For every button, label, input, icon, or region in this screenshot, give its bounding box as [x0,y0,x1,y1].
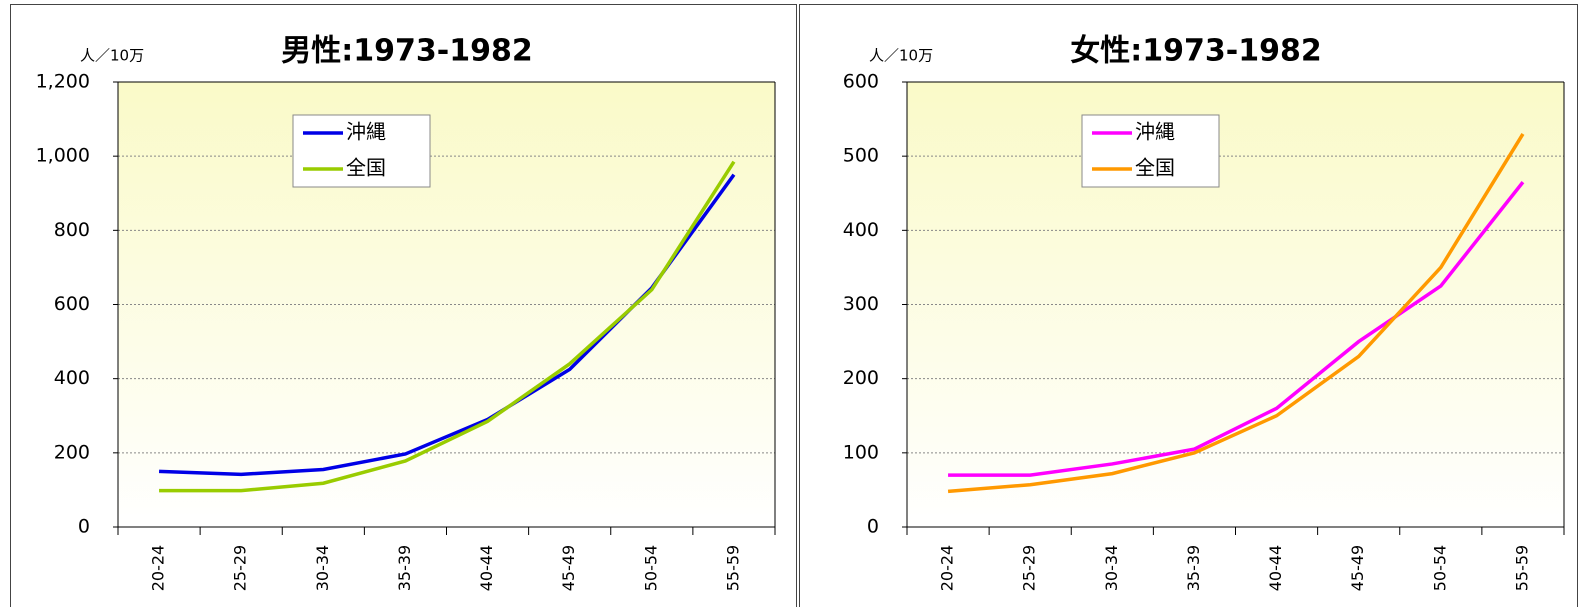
y-tick-label: 400 [54,367,90,389]
legend-label: 全国 [1135,156,1175,180]
x-tick-label: 25-29 [231,545,250,592]
y-tick-label: 400 [843,219,879,241]
chart-title: 女性:1973-1982 [1070,34,1321,69]
y-tick-label: 300 [843,293,879,315]
chart-title: 男性:1973-1982 [281,34,532,69]
y-axis-unit: 人／10万 [80,47,144,65]
y-tick-label: 100 [843,441,879,463]
x-tick-label: 55-59 [1512,545,1531,592]
x-tick-label: 45-49 [1348,545,1367,592]
y-tick-label: 200 [54,441,90,463]
legend-box [292,114,431,188]
x-tick-label: 30-34 [313,545,332,592]
series-line [947,133,1525,494]
x-tick-label: 50-54 [1430,545,1449,592]
x-tick-label: 20-24 [938,545,957,592]
y-tick-label: 500 [843,145,879,167]
y-axis-unit: 人／10万 [869,47,933,65]
y-tick-label: 600 [54,293,90,315]
legend-label: 沖縄 [1135,120,1175,144]
series-line [948,181,1525,477]
x-tick-label: 25-29 [1020,545,1039,592]
x-tick-label: 20-24 [149,545,168,592]
legend-label: 沖縄 [346,120,386,144]
y-tick-label: 600 [843,71,879,93]
x-tick-label: 40-44 [1266,545,1285,592]
y-tick-label: 0 [867,516,879,538]
x-tick-label: 55-59 [723,545,742,592]
y-tick-label: 200 [843,367,879,389]
x-tick-label: 50-54 [641,545,660,592]
x-tick-label: 35-39 [395,545,414,592]
x-tick-label: 35-39 [1184,545,1203,592]
legend-box [1081,114,1220,188]
y-tick-label: 1,200 [36,71,90,93]
y-tick-label: 1,000 [36,145,90,167]
x-tick-label: 30-34 [1102,545,1121,592]
x-tick-label: 45-49 [559,545,578,592]
y-tick-label: 800 [54,219,90,241]
y-tick-label: 0 [78,516,90,538]
series-line [159,160,736,493]
x-tick-label: 40-44 [477,545,496,592]
legend-label: 全国 [346,156,386,180]
